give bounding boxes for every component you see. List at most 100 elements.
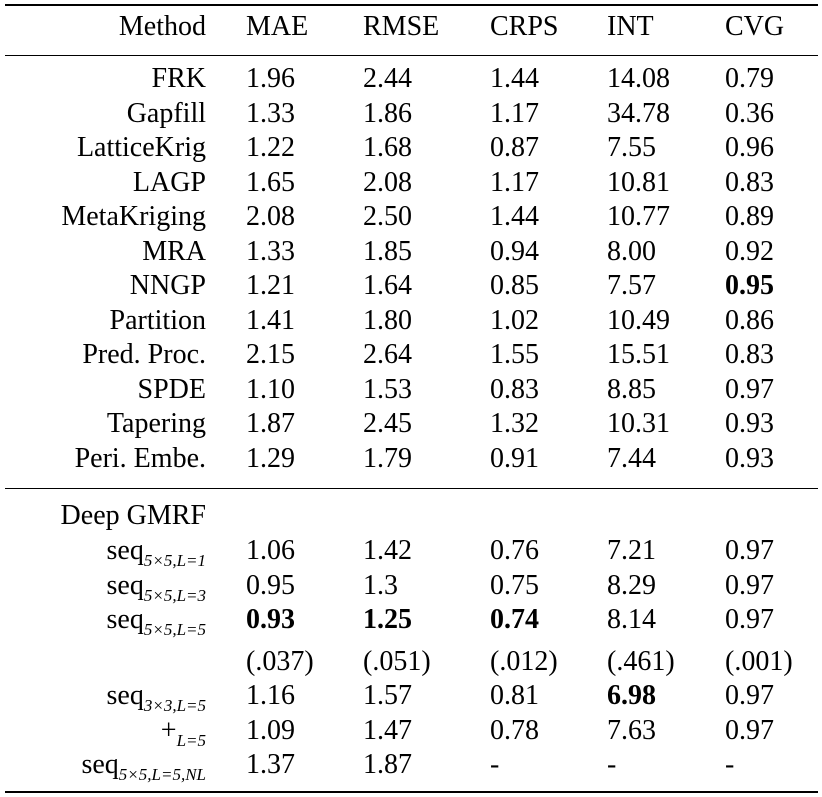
table-row: seq5×5,L=5 0.93 1.25 0.74 8.14 0.97 [5, 603, 818, 640]
rmse-cell: 1.80 [363, 305, 412, 336]
method-base: seq [81, 749, 119, 780]
header-method: Method [118, 11, 206, 42]
mae-cell: 1.65 [246, 167, 295, 198]
int-cell: 7.57 [607, 270, 656, 301]
method-cell: Tapering [106, 408, 206, 439]
int-cell: 8.85 [607, 374, 656, 405]
method-cell: seq5×5,L=5,NL [81, 748, 206, 785]
int-cell-best: 6.98 [607, 680, 656, 711]
crps-cell: 0.91 [490, 443, 539, 474]
table-row: +L=5 1.09 1.47 0.78 7.63 0.97 [5, 714, 818, 750]
method-subscript: 5×5,L=5,NL [118, 765, 206, 784]
group-label-row: Deep GMRF [5, 499, 818, 533]
header-row: Method MAE RMSE CRPS INT CVG [5, 10, 818, 44]
method-cell: seq3×3,L=5 [107, 679, 206, 716]
method-base: + [160, 715, 177, 746]
crps-cell: 0.94 [490, 236, 539, 267]
int-cell: 7.44 [607, 443, 656, 474]
mae-std-cell: (.037) [246, 646, 314, 677]
mae-cell: 1.21 [246, 270, 295, 301]
table-row: MRA 1.33 1.85 0.94 8.00 0.92 [5, 235, 818, 269]
mae-cell: 1.87 [246, 408, 295, 439]
table-row: LAGP 1.65 2.08 1.17 10.81 0.83 [5, 166, 818, 200]
rmse-cell: 1.3 [363, 570, 398, 601]
crps-cell: 1.32 [490, 408, 539, 439]
cvg-cell: 0.97 [725, 604, 774, 635]
rmse-cell: 2.45 [363, 408, 412, 439]
int-cell: 34.78 [607, 98, 670, 129]
int-cell: 10.49 [607, 305, 670, 336]
cvg-cell: 0.86 [725, 305, 774, 336]
rmse-cell: 1.79 [363, 443, 412, 474]
rmse-cell: 1.57 [363, 680, 412, 711]
crps-cell: 1.02 [490, 305, 539, 336]
table-row: NNGP 1.21 1.64 0.85 7.57 0.95 [5, 269, 818, 303]
std-row: (.037) (.051) (.012) (.461) (.001) [5, 645, 818, 679]
method-cell: MRA [142, 236, 206, 267]
method-cell: LAGP [132, 167, 206, 198]
rmse-cell-best: 1.25 [363, 604, 412, 635]
cvg-cell: 0.83 [725, 167, 774, 198]
method-cell: NNGP [129, 270, 206, 301]
rmse-cell: 2.64 [363, 339, 412, 370]
int-cell: 7.63 [607, 715, 656, 746]
group-label: Deep GMRF [60, 500, 206, 531]
rmse-cell: 1.86 [363, 98, 412, 129]
top-rule [5, 4, 818, 6]
int-std-cell: (.461) [607, 646, 675, 677]
method-subscript: 5×5,L=3 [143, 586, 206, 605]
header-rule [5, 55, 818, 56]
mae-cell: 2.15 [246, 339, 295, 370]
header-mae: MAE [246, 11, 309, 42]
rmse-cell: 1.64 [363, 270, 412, 301]
int-cell: 15.51 [607, 339, 670, 370]
crps-cell: 0.87 [490, 132, 539, 163]
crps-cell: 0.75 [490, 570, 539, 601]
cvg-cell-best: 0.95 [725, 270, 774, 301]
table-row: seq5×5,L=5,NL 1.37 1.87 - - - [5, 748, 818, 785]
method-base: seq [106, 570, 144, 601]
mae-cell: 0.95 [246, 570, 295, 601]
rmse-cell: 2.50 [363, 201, 412, 232]
crps-cell: - [490, 749, 500, 780]
crps-cell: 1.55 [490, 339, 539, 370]
cvg-cell: 0.79 [725, 63, 774, 94]
rmse-cell: 2.44 [363, 63, 412, 94]
int-cell: 10.31 [607, 408, 670, 439]
rmse-cell: 1.53 [363, 374, 412, 405]
crps-cell: 1.44 [490, 63, 539, 94]
int-cell: 8.29 [607, 570, 656, 601]
header-crps: CRPS [490, 11, 559, 42]
rmse-cell: 1.87 [363, 749, 412, 780]
method-base: seq [106, 680, 144, 711]
int-cell: 7.21 [607, 535, 656, 566]
mae-cell-best: 0.93 [246, 604, 295, 635]
mae-cell: 1.33 [246, 236, 295, 267]
mae-cell: 1.96 [246, 63, 295, 94]
cvg-cell: 0.93 [725, 408, 774, 439]
table-row: seq5×5,L=3 0.95 1.3 0.75 8.29 0.97 [5, 569, 818, 605]
cvg-cell: 0.89 [725, 201, 774, 232]
cvg-cell: - [725, 749, 735, 780]
cvg-cell: 0.92 [725, 236, 774, 267]
method-subscript: L=5 [176, 731, 206, 750]
header-int: INT [607, 11, 654, 42]
crps-cell: 1.44 [490, 201, 539, 232]
rmse-cell: 1.68 [363, 132, 412, 163]
table-row: seq5×5,L=1 1.06 1.42 0.76 7.21 0.97 [5, 534, 818, 570]
int-cell: 10.81 [607, 167, 670, 198]
mae-cell: 1.16 [246, 680, 295, 711]
cvg-cell: 0.96 [725, 132, 774, 163]
method-cell: Pred. Proc. [82, 339, 206, 370]
section-rule [5, 488, 818, 489]
cvg-cell: 0.93 [725, 443, 774, 474]
cvg-std-cell: (.001) [725, 646, 793, 677]
mae-cell: 1.29 [246, 443, 295, 474]
rmse-cell: 1.42 [363, 535, 412, 566]
method-cell: seq5×5,L=5 [107, 603, 206, 640]
int-cell: 8.14 [607, 604, 656, 635]
header-cvg: CVG [725, 11, 785, 42]
crps-cell: 0.83 [490, 374, 539, 405]
cvg-cell: 0.97 [725, 374, 774, 405]
crps-cell: 0.78 [490, 715, 539, 746]
